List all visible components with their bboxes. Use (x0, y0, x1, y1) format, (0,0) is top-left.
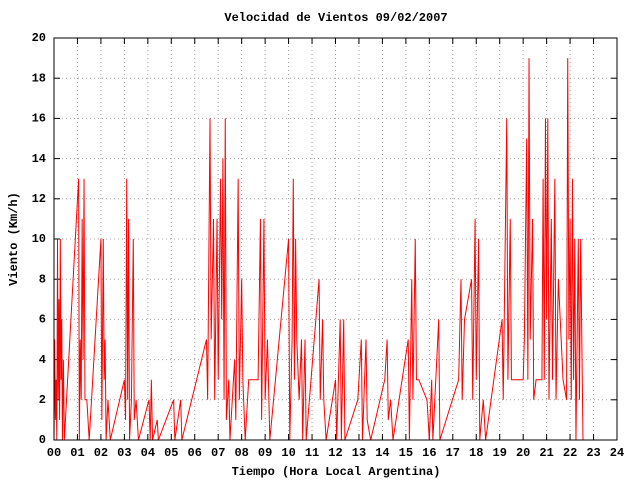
y-tick-label: 2 (39, 393, 46, 407)
x-tick-label: 23 (586, 446, 600, 460)
y-tick-label: 18 (32, 71, 46, 85)
x-tick-label: 12 (328, 446, 342, 460)
y-tick-label: 4 (39, 353, 46, 367)
x-tick-label: 07 (211, 446, 225, 460)
x-tick-label: 03 (117, 446, 131, 460)
y-tick-label: 20 (32, 31, 46, 45)
x-tick-label: 16 (422, 446, 436, 460)
x-tick-label: 06 (188, 446, 202, 460)
x-tick-label: 13 (352, 446, 366, 460)
chart-title: Velocidad de Vientos 09/02/2007 (224, 11, 447, 25)
x-tick-label: 01 (70, 446, 84, 460)
x-tick-label: 20 (516, 446, 530, 460)
x-tick-label: 21 (539, 446, 553, 460)
x-axis-label: Tiempo (Hora Local Argentina) (232, 465, 441, 479)
y-axis-label: Viento (Km/h) (7, 192, 21, 286)
x-tick-label: 10 (281, 446, 295, 460)
y-tick-label: 16 (32, 112, 46, 126)
x-tick-label: 08 (234, 446, 248, 460)
y-tick-label: 8 (39, 272, 46, 286)
x-tick-label: 02 (94, 446, 108, 460)
y-tick-label: 12 (32, 192, 46, 206)
x-tick-label: 00 (47, 446, 61, 460)
x-tick-label: 15 (399, 446, 413, 460)
y-tick-label: 14 (32, 152, 46, 166)
x-tick-label: 19 (493, 446, 507, 460)
x-tick-label: 17 (446, 446, 460, 460)
plot-area (53, 58, 584, 441)
x-tick-label: 05 (164, 446, 178, 460)
x-tick-label: 14 (375, 446, 389, 460)
x-tick-label: 09 (258, 446, 272, 460)
x-tick-label: 24 (610, 446, 624, 460)
x-tick-label: 18 (469, 446, 483, 460)
x-tick-label: 04 (141, 446, 155, 460)
y-tick-label: 10 (32, 232, 46, 246)
plot-border (53, 37, 618, 441)
x-tick-label: 22 (563, 446, 577, 460)
y-tick-label: 0 (39, 433, 46, 447)
y-tick-label: 6 (39, 313, 46, 327)
x-tick-label: 11 (305, 446, 319, 460)
data-line (53, 58, 584, 441)
